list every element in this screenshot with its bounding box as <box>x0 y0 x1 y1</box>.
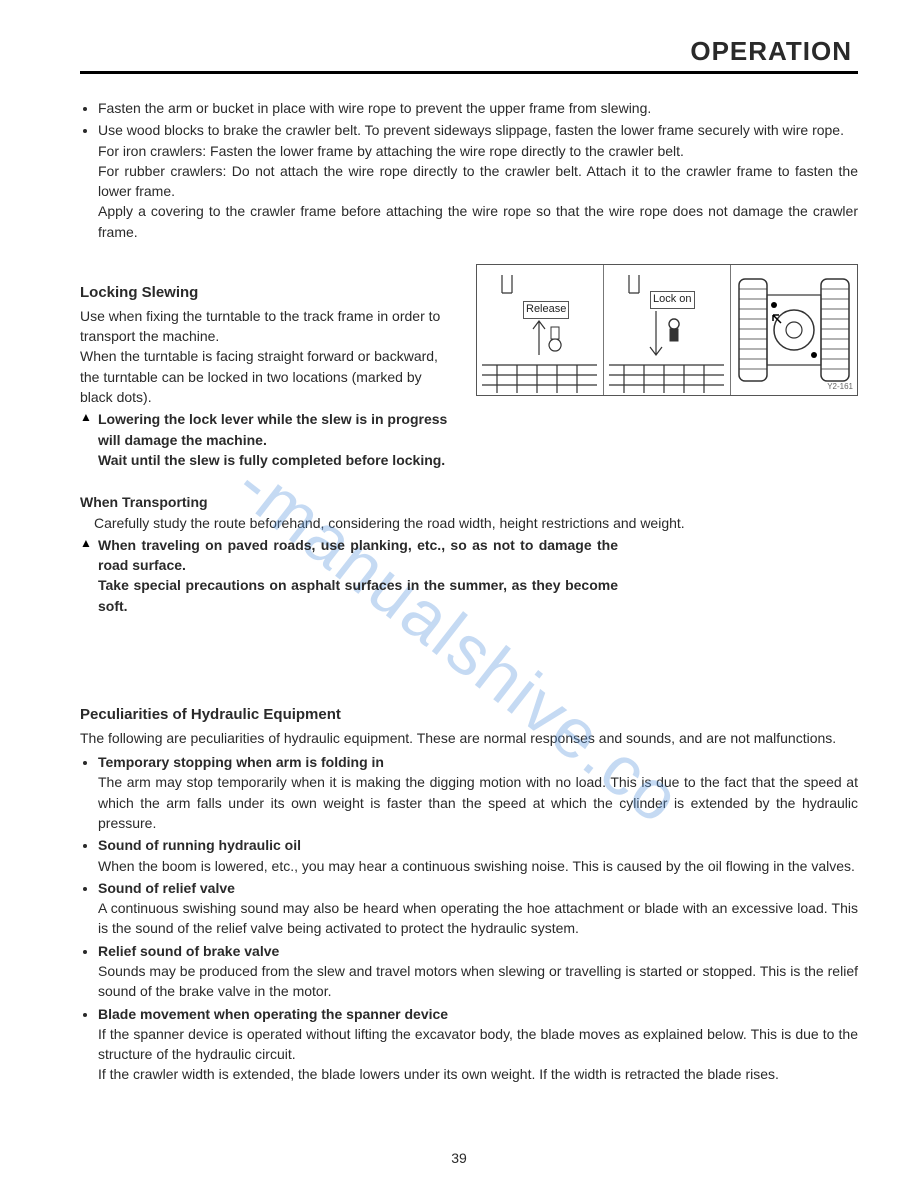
locking-section: Locking Slewing Use when fixing the turn… <box>80 264 858 470</box>
release-diagram <box>477 265 603 395</box>
list-item: Sound of relief valve A continuous swish… <box>98 878 858 939</box>
peculiar-list: Temporary stopping when arm is folding i… <box>80 752 858 1085</box>
lockon-diagram <box>604 265 730 395</box>
topview-diagram <box>731 265 857 395</box>
section-title: Peculiarities of Hydraulic Equipment <box>80 704 858 726</box>
list-item: Sound of running hydraulic oil When the … <box>98 835 858 876</box>
peculiarities-section: Peculiarities of Hydraulic Equipment The… <box>80 704 858 1085</box>
item-title: Temporary stopping when arm is folding i… <box>98 754 384 770</box>
paragraph: The following are peculiarities of hydra… <box>80 728 858 748</box>
section-title: Locking Slewing <box>80 282 458 304</box>
item-body: Sounds may be produced from the slew and… <box>98 961 858 1002</box>
list-item: Temporary stopping when arm is folding i… <box>98 752 858 833</box>
section-title: When Transporting <box>80 492 858 512</box>
figure-panel-topview: Y2-161 <box>731 265 857 395</box>
sub-text: Apply a covering to the crawler frame be… <box>98 201 858 242</box>
header-rule: OPERATION <box>80 36 858 74</box>
locking-text: Locking Slewing Use when fixing the turn… <box>80 264 458 470</box>
figure-panel-lockon: Lock on <box>604 265 731 395</box>
figure-label: Release <box>523 301 569 319</box>
item-title: Sound of relief valve <box>98 880 235 896</box>
locking-figure: Release Lock on <box>476 264 858 396</box>
spacer <box>80 616 858 686</box>
item-body: The arm may stop temporarily when it is … <box>98 772 858 833</box>
list-item: Blade movement when operating the spanne… <box>98 1004 858 1085</box>
figure-panel-group: Release Lock on <box>476 264 858 396</box>
item-body: When the boom is lowered, etc., you may … <box>98 856 858 876</box>
page-title: OPERATION <box>80 36 858 69</box>
bullet-item: Fasten the arm or bucket in place with w… <box>98 98 858 118</box>
bullet-item: Use wood blocks to brake the crawler bel… <box>98 120 858 242</box>
paragraph: When the turntable is facing straight fo… <box>80 346 458 407</box>
warning-text: When traveling on paved roads, use plank… <box>98 537 618 614</box>
sub-text: For iron crawlers: Fasten the lower fram… <box>98 141 858 161</box>
sub-text: For rubber crawlers: Do not attach the w… <box>98 161 858 202</box>
figure-label: Lock on <box>650 291 695 309</box>
figure-caption: Y2-161 <box>827 381 853 393</box>
warning-block: When traveling on paved roads, use plank… <box>80 535 618 616</box>
item-title: Relief sound of brake valve <box>98 943 279 959</box>
paragraph: Use when fixing the turntable to the tra… <box>80 306 458 347</box>
warning-block: Lowering the lock lever while the slew i… <box>80 409 458 470</box>
item-body: A continuous swishing sound may also be … <box>98 898 858 939</box>
figure-panel-release: Release <box>477 265 604 395</box>
warning-text: Lowering the lock lever while the slew i… <box>98 411 447 468</box>
paragraph: Carefully study the route beforehand, co… <box>80 513 858 533</box>
page: -manualshive.co OPERATION Fasten the arm… <box>0 0 918 1188</box>
list-item: Relief sound of brake valve Sounds may b… <box>98 941 858 1002</box>
content: Fasten the arm or bucket in place with w… <box>80 98 858 1085</box>
item-body: If the spanner device is operated withou… <box>98 1024 858 1085</box>
bullet-text: Use wood blocks to brake the crawler bel… <box>98 122 844 138</box>
bullet-text: Fasten the arm or bucket in place with w… <box>98 100 651 116</box>
top-bullets: Fasten the arm or bucket in place with w… <box>80 98 858 242</box>
page-number: 39 <box>0 1150 918 1166</box>
item-title: Blade movement when operating the spanne… <box>98 1006 448 1022</box>
item-title: Sound of running hydraulic oil <box>98 837 301 853</box>
